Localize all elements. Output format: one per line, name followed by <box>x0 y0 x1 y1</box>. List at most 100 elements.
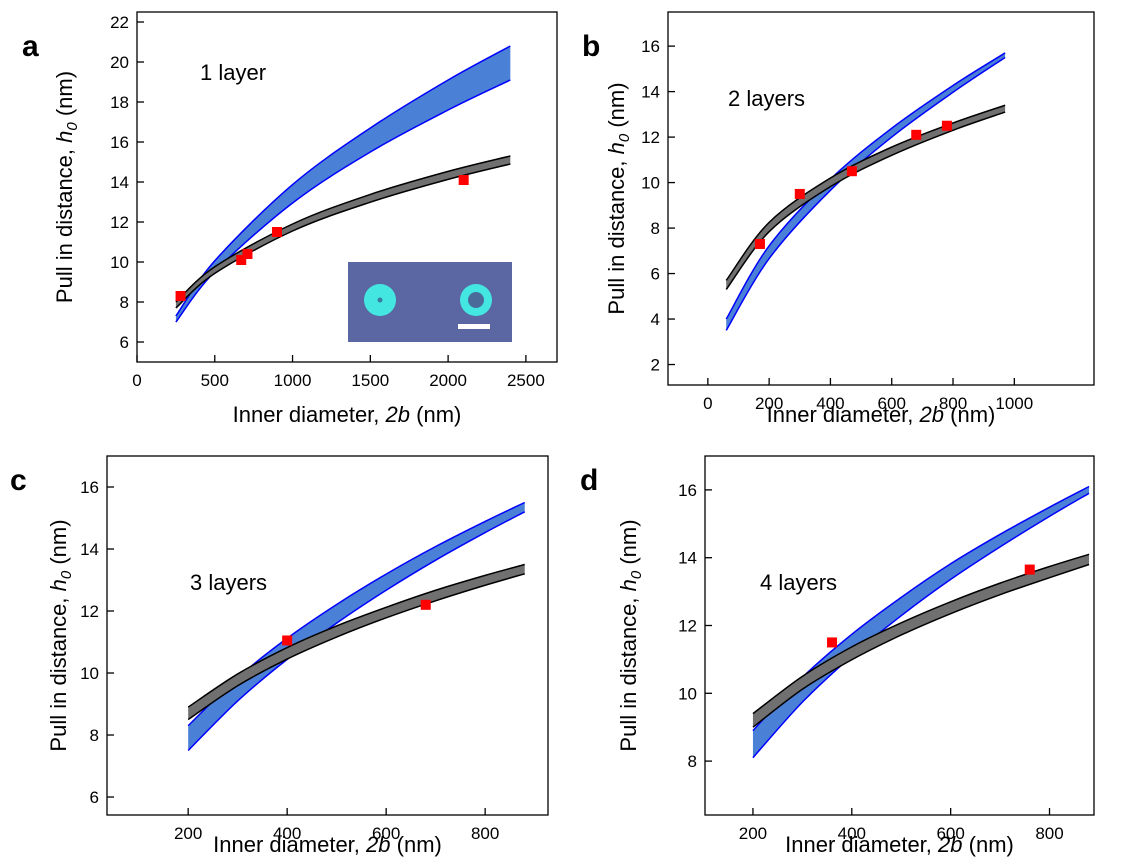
y-axis-label: Pull in distance, h0 (nm) <box>616 519 645 751</box>
axes-frame <box>136 11 558 363</box>
y-tick-label: 8 <box>120 293 129 312</box>
y-label-text: Pull in distance, <box>46 591 71 751</box>
band-edge <box>752 553 1090 715</box>
y-tick-label: 6 <box>90 788 99 807</box>
data-point <box>827 637 838 648</box>
plot-area <box>187 501 526 752</box>
panel-label: b <box>582 30 600 63</box>
x-label-unit: (nm) <box>944 402 995 427</box>
y-tick-label: 14 <box>110 173 129 192</box>
panel-label: a <box>22 30 39 63</box>
panel-label: c <box>10 464 27 497</box>
x-tick-label: 600 <box>936 824 964 843</box>
data-point <box>911 129 922 140</box>
band-area <box>188 502 525 751</box>
band-edge <box>725 111 1006 290</box>
axes-frame <box>106 455 549 816</box>
y-tick-label: 20 <box>110 53 129 72</box>
data-point <box>941 120 952 131</box>
y-tick-label: 12 <box>678 616 697 635</box>
data-point <box>242 249 253 259</box>
x-label-symbol: 2b <box>919 402 944 427</box>
y-tick-label: 12 <box>80 602 99 621</box>
y-label-text: Pull in distance, <box>616 591 641 751</box>
panel: 200 400 600 800 6 8 10 12 14 16 c 3 layers Inner dia… <box>10 455 549 857</box>
annotation: 4 layers <box>760 570 837 595</box>
annotation: 1 layer <box>200 60 266 85</box>
y-label-text: Pull in distance, <box>52 143 77 303</box>
x-label-unit: (nm) <box>963 832 1014 857</box>
x-label-text: Inner diameter, <box>767 402 920 427</box>
data-point <box>1024 564 1035 575</box>
y-tick-label: 8 <box>90 726 99 745</box>
y-tick-label: 6 <box>651 265 660 284</box>
y-label-subscript: 0 <box>58 570 75 579</box>
data-point <box>175 291 186 301</box>
annotation: 3 layers <box>190 570 267 595</box>
x-tick-label: 0 <box>132 371 141 390</box>
x-tick-label: 1500 <box>351 371 389 390</box>
x-tick-label: 200 <box>174 824 202 843</box>
data-point <box>794 188 805 199</box>
y-label-unit: (nm) <box>46 519 71 570</box>
y-label-symbol: h <box>46 579 71 591</box>
panel: 0 500 1000 1500 2000 2500 6 8 10 12 14 16 18 20 22 a 1 l… <box>22 11 558 427</box>
band-area <box>726 105 1006 290</box>
band-edge <box>187 511 526 752</box>
y-tick-label: 2 <box>651 356 660 375</box>
x-tick-label: 400 <box>273 824 301 843</box>
x-tick-label: 1000 <box>274 371 312 390</box>
x-tick-label: 800 <box>939 394 967 413</box>
x-label-unit: (nm) <box>391 832 442 857</box>
band-area <box>175 156 511 308</box>
band-edge <box>175 155 511 303</box>
x-tick-label: 500 <box>201 371 229 390</box>
axes-frame <box>667 11 1095 386</box>
x-tick-label: 1000 <box>995 394 1033 413</box>
y-tick-label: 10 <box>678 684 697 703</box>
annotation: 2 layers <box>728 86 805 111</box>
band-area <box>188 564 525 720</box>
y-axis-label: Pull in distance, h0 (nm) <box>604 82 633 314</box>
scale-bar <box>458 324 490 329</box>
panel: 0 200 400 600 800 1000 2 4 6 8 10 12 14 16 b 2 layers In… <box>582 11 1095 427</box>
y-label-text: Pull in distance, <box>604 154 629 314</box>
y-tick-label: 12 <box>110 213 129 232</box>
plot-area <box>175 45 511 323</box>
band-edge <box>187 563 525 708</box>
y-tick-label: 6 <box>120 333 129 352</box>
x-axis-label: Inner diameter, 2b (nm) <box>785 832 1014 857</box>
y-tick-label: 14 <box>641 83 660 102</box>
y-axis-label: Pull in distance, h0 (nm) <box>52 71 81 303</box>
y-tick-label: 22 <box>110 13 129 32</box>
y-tick-label: 10 <box>110 253 129 272</box>
y-label-unit: (nm) <box>52 71 77 122</box>
y-tick-label: 8 <box>688 752 697 771</box>
inset-hole <box>468 292 484 308</box>
x-tick-label: 800 <box>1035 824 1063 843</box>
y-tick-label: 16 <box>80 478 99 497</box>
x-axis-label: Inner diameter, 2b (nm) <box>767 402 996 427</box>
y-tick-label: 8 <box>651 219 660 238</box>
band-edge <box>752 563 1090 728</box>
band-area <box>175 46 511 322</box>
x-tick-label: 2500 <box>507 371 545 390</box>
y-tick-label: 18 <box>110 93 129 112</box>
band-edge <box>725 52 1006 320</box>
x-tick-label: 400 <box>838 824 866 843</box>
x-tick-label: 200 <box>739 824 767 843</box>
x-label-symbol: 2b <box>937 832 962 857</box>
y-tick-label: 4 <box>651 310 660 329</box>
y-label-subscript: 0 <box>64 122 81 131</box>
y-tick-label: 16 <box>110 133 129 152</box>
y-tick-label: 14 <box>678 549 697 568</box>
x-axis-label: Inner diameter, 2b (nm) <box>213 832 442 857</box>
x-tick-label: 0 <box>703 394 712 413</box>
y-tick-label: 10 <box>641 174 660 193</box>
band-edge <box>187 573 525 721</box>
x-label-text: Inner diameter, <box>785 832 938 857</box>
y-label-unit: (nm) <box>616 519 641 570</box>
axes-frame <box>704 455 1095 816</box>
y-tick-label: 16 <box>678 481 697 500</box>
